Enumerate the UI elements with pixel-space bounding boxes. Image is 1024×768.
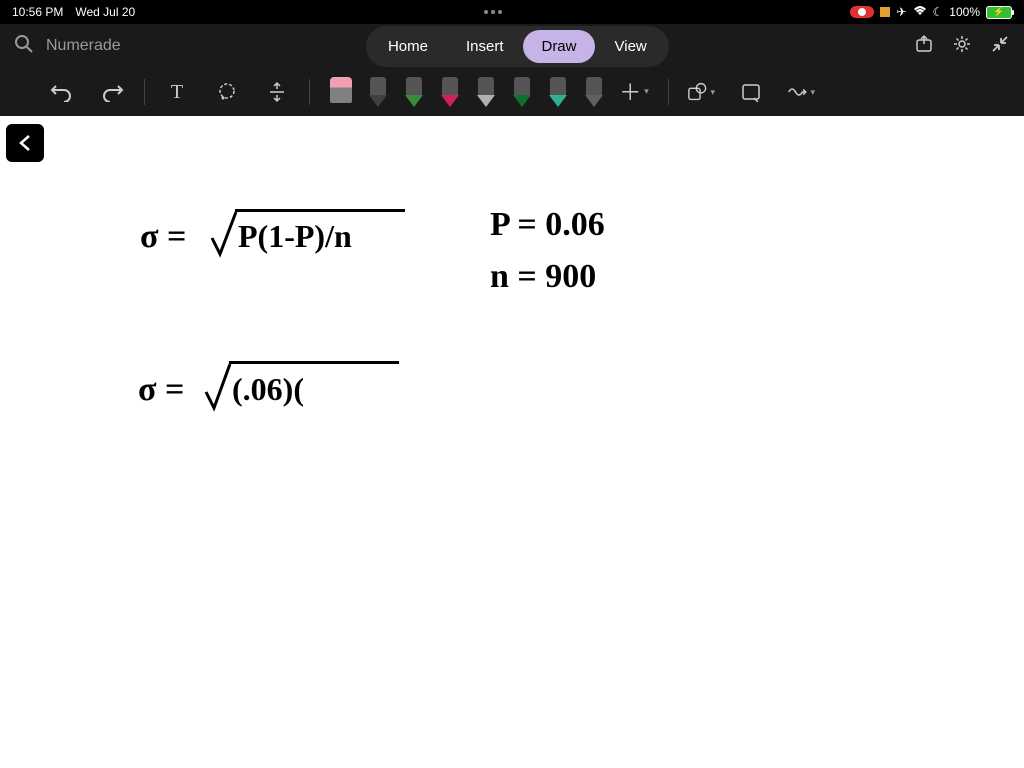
undo-icon[interactable] [48, 78, 76, 106]
tab-home[interactable]: Home [370, 30, 446, 63]
ink-to-shape-icon[interactable] [737, 78, 765, 106]
title-bar: Numerade Home Insert Draw View [0, 24, 1024, 68]
hw-eq1-rad: P(1-P)/n [238, 218, 352, 255]
more-dots[interactable] [484, 10, 502, 14]
pen-4[interactable] [476, 77, 496, 107]
hw-eq1-lhs: σ = [140, 218, 186, 256]
orientation-lock-icon [880, 7, 890, 17]
doc-title[interactable]: Numerade [46, 37, 121, 55]
hw-eq3-rad: (.06)( [232, 371, 304, 408]
pen-5[interactable] [512, 77, 532, 107]
pen-7[interactable] [584, 77, 604, 107]
redo-icon[interactable] [98, 78, 126, 106]
status-bar: 10:56 PM Wed Jul 20 ✈ ☾ 100% ⚡ [0, 0, 1024, 24]
hw-eq2-n: n = 900 [490, 258, 596, 296]
hw-sqrt1-bar [235, 209, 405, 212]
recording-indicator [850, 6, 874, 18]
ink-replay-icon[interactable]: ▾ [787, 78, 815, 106]
eraser-tool[interactable] [330, 77, 352, 103]
hw-eq2-p: P = 0.06 [490, 206, 605, 244]
battery-icon: ⚡ [986, 6, 1012, 19]
search-icon[interactable] [14, 34, 34, 59]
draw-toolbar: T ＋▾ ▾ ▾ [0, 68, 1024, 116]
tab-draw[interactable]: Draw [523, 30, 594, 63]
settings-icon[interactable] [952, 34, 972, 59]
dnd-icon: ☾ [933, 5, 944, 19]
status-date: Wed Jul 20 [75, 5, 135, 19]
wifi-icon [913, 5, 927, 19]
collapse-icon[interactable] [990, 34, 1010, 59]
pen-1[interactable] [368, 77, 388, 107]
pen-3[interactable] [440, 77, 460, 107]
hw-eq3-lhs: σ = [138, 371, 184, 409]
lasso-tool-icon[interactable] [213, 78, 241, 106]
add-pen-icon[interactable]: ＋▾ [620, 77, 648, 105]
hw-sqrt3 [204, 358, 232, 414]
back-button[interactable] [6, 124, 44, 162]
status-time: 10:56 PM [12, 5, 63, 19]
ribbon-tabs: Home Insert Draw View [366, 26, 669, 67]
battery-pct: 100% [949, 5, 980, 19]
tab-insert[interactable]: Insert [448, 30, 522, 63]
share-icon[interactable] [914, 34, 934, 59]
pen-tools: ＋▾ [310, 77, 668, 107]
text-tool-icon[interactable]: T [163, 78, 191, 106]
canvas[interactable]: σ = P(1-P)/n P = 0.06 n = 900 σ = (.06)( [0, 116, 1024, 768]
tab-view[interactable]: View [597, 30, 665, 63]
hw-sqrt3-bar [229, 361, 399, 364]
pen-2[interactable] [404, 77, 424, 107]
shapes-icon[interactable]: ▾ [687, 78, 715, 106]
airplane-icon: ✈ [896, 5, 906, 19]
insert-space-icon[interactable] [263, 78, 291, 106]
pen-6[interactable] [548, 77, 568, 107]
hw-sqrt1 [210, 206, 238, 260]
